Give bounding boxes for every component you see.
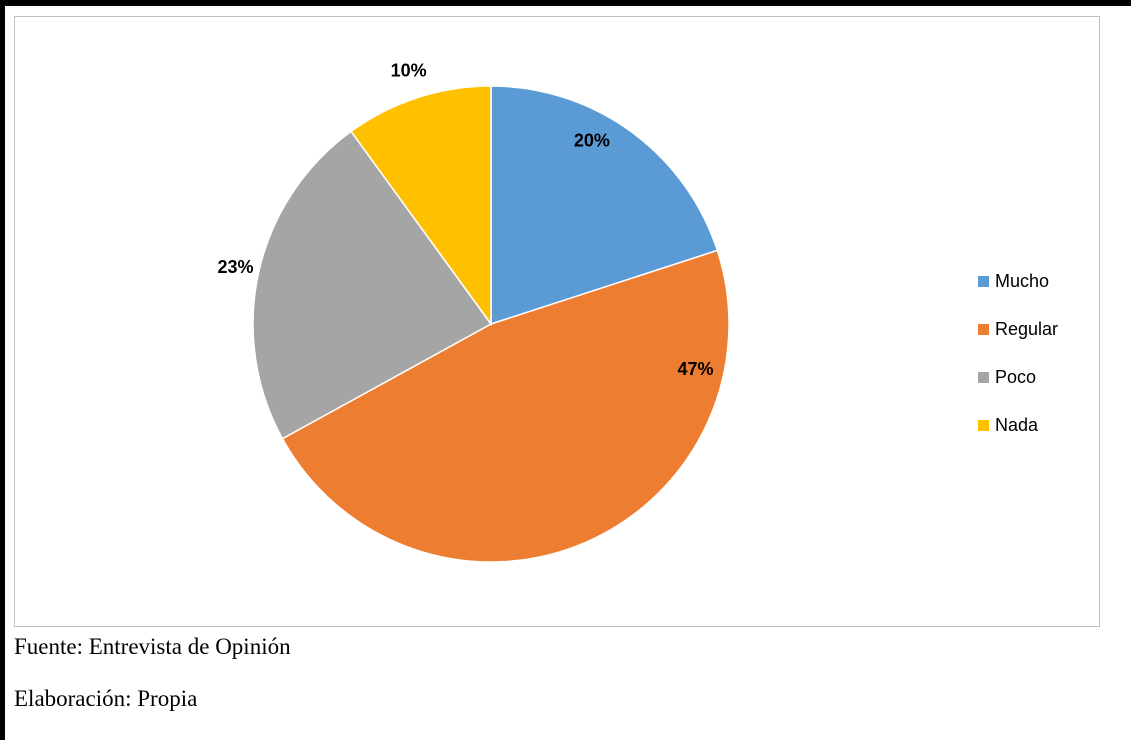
author-caption: Elaboración: Propia <box>14 686 198 711</box>
pie-slice-poco <box>252 130 493 440</box>
frame-left-border <box>0 0 5 740</box>
frame-top-border <box>0 0 1131 6</box>
legend-label-mucho: Mucho <box>995 270 1050 291</box>
legend-swatch-regular <box>978 323 989 335</box>
pie-chart: 20% 47% 23% 10% <box>217 60 730 563</box>
pie-slice-regular <box>281 249 730 563</box>
pie-slice-mucho <box>490 85 719 326</box>
legend-item-mucho: Mucho <box>978 257 1058 305</box>
legend-label-poco: Poco <box>995 366 1037 387</box>
chart-legend: Mucho Regular Poco Nada <box>978 257 1058 449</box>
legend-item-nada: Nada <box>978 401 1058 449</box>
legend-swatch-poco <box>978 371 989 383</box>
pie-slice-nada <box>350 85 492 327</box>
data-label-poco: 23% <box>217 257 253 277</box>
legend-label-regular: Regular <box>995 318 1059 339</box>
legend-item-poco: Poco <box>978 353 1058 401</box>
legend-item-regular: Regular <box>978 305 1058 353</box>
chart-area: 20% 47% 23% 10% Mucho Regular Poco Nada <box>14 16 1100 627</box>
data-label-regular: 47% <box>677 359 713 379</box>
data-label-mucho: 20% <box>574 130 610 150</box>
source-caption: Fuente: Entrevista de Opinión <box>14 634 291 659</box>
data-label-nada: 10% <box>391 60 427 80</box>
legend-swatch-mucho <box>978 275 989 287</box>
legend-swatch-nada <box>978 419 989 431</box>
legend-label-nada: Nada <box>995 414 1039 435</box>
